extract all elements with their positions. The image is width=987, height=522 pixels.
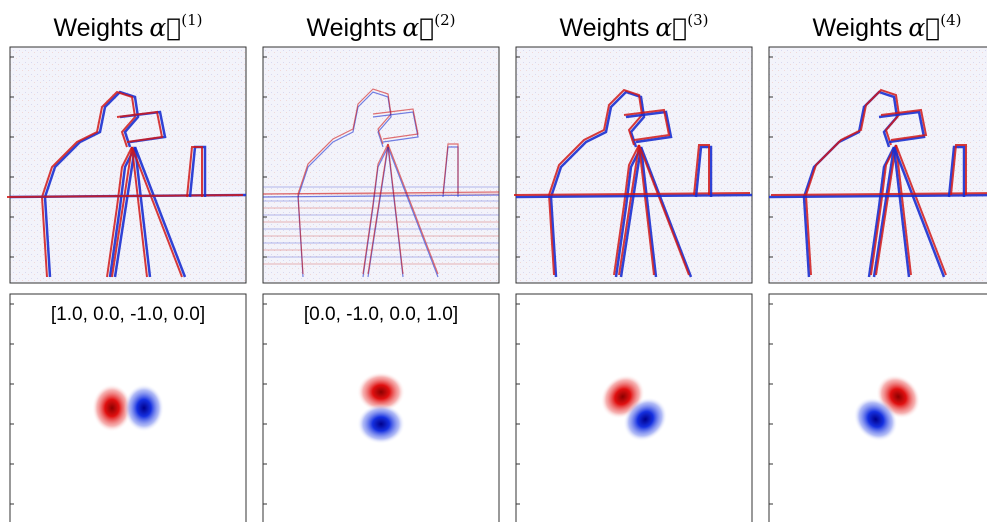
title-symbol: α⃗ — [402, 13, 434, 42]
figure: Weightsα⃗(1)[1.0, 0.0, -1.0, 0.0]Weights… — [0, 0, 987, 522]
title-symbol: α⃗ — [908, 13, 940, 42]
response-image — [263, 47, 499, 283]
title-superscript: (4) — [940, 11, 961, 29]
blob-blue — [357, 404, 405, 444]
title-symbol: α⃗ — [655, 13, 687, 42]
title-superscript: (1) — [181, 11, 202, 29]
title-symbol: α⃗ — [149, 13, 181, 42]
title-word: Weights — [560, 14, 650, 42]
title-superscript: (2) — [434, 11, 455, 29]
weight-annotation: [1.0, 0.0, -1.0, 0.0] — [51, 304, 205, 325]
title-word: Weights — [54, 14, 144, 42]
title-superscript: (3) — [687, 11, 708, 29]
title-word: Weights — [307, 14, 397, 42]
weight-annotation: [0.0, -1.0, 0.0, 1.0] — [304, 304, 458, 325]
blob-blue — [124, 384, 164, 432]
title-word: Weights — [813, 14, 903, 42]
